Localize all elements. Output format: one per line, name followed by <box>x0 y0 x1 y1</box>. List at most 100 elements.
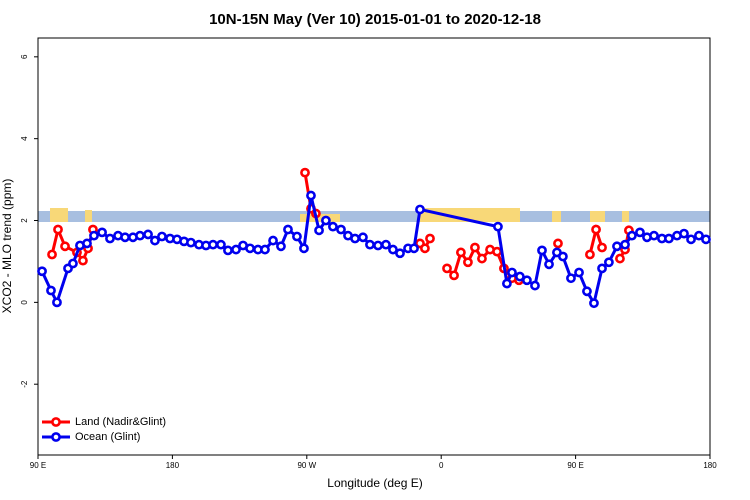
data-point <box>231 244 241 255</box>
x-tick-label: 180 <box>166 461 180 470</box>
data-point <box>381 239 391 250</box>
data-point <box>314 225 324 236</box>
data-point <box>388 244 398 255</box>
data-point <box>582 286 592 297</box>
legend-marker <box>51 417 61 427</box>
data-point <box>306 190 316 201</box>
data-point <box>157 231 167 242</box>
data-point <box>358 232 368 243</box>
data-point <box>514 271 525 282</box>
data-point <box>53 224 63 235</box>
data-point <box>150 235 160 246</box>
data-point <box>686 234 696 245</box>
band <box>38 211 710 222</box>
data-point <box>558 251 568 262</box>
chart-title: 10N-15N May (Ver 10) 2015-01-01 to 2020-… <box>209 11 541 28</box>
data-point <box>530 280 540 291</box>
data-point <box>522 275 532 286</box>
y-tick-label: 0 <box>20 300 29 305</box>
data-point <box>597 242 607 253</box>
data-point <box>585 249 595 260</box>
x-tick-label: 90 W <box>297 461 316 470</box>
data-point <box>591 224 601 235</box>
land-mask <box>50 208 68 222</box>
data-point <box>47 249 57 260</box>
data-point <box>283 224 293 235</box>
y-axis-label: XCO2 - MLO trend (ppm) <box>0 179 14 314</box>
data-point <box>597 263 607 274</box>
data-point <box>415 204 425 215</box>
x-axis-label: Longitude (deg E) <box>327 476 422 490</box>
data-point <box>507 267 517 278</box>
data-point <box>395 248 405 259</box>
data-point <box>615 253 625 264</box>
data-point <box>245 243 255 254</box>
data-point <box>470 242 480 253</box>
data-point <box>350 233 360 244</box>
land-mask <box>85 210 92 222</box>
data-point <box>553 238 563 249</box>
data-point <box>493 221 503 232</box>
data-point <box>589 298 599 309</box>
surface-band <box>38 208 710 222</box>
data-point <box>78 255 88 266</box>
x-tick-label: 0 <box>439 461 444 470</box>
legend-marker <box>51 432 61 442</box>
data-point <box>612 241 622 252</box>
data-point <box>216 239 226 250</box>
data-point <box>37 266 47 277</box>
data-point <box>679 228 689 239</box>
data-point <box>409 243 419 254</box>
data-point <box>477 253 487 264</box>
data-point <box>208 239 218 250</box>
data-point <box>365 239 375 250</box>
data-point <box>135 230 145 241</box>
data-point <box>664 233 674 244</box>
y-tick-label: -2 <box>20 380 29 388</box>
data-point <box>143 229 153 240</box>
data-point <box>52 297 62 308</box>
data-point <box>492 246 502 257</box>
legend-label: Land (Nadir&Glint) <box>75 416 166 428</box>
y-tick-label: 4 <box>20 136 29 141</box>
data-point <box>442 263 452 274</box>
data-point <box>537 245 547 256</box>
data-point <box>544 259 554 270</box>
legend-label: Ocean (Glint) <box>75 431 140 443</box>
data-point <box>292 231 302 242</box>
data-point <box>420 243 430 254</box>
data-point <box>260 244 270 255</box>
data-point <box>425 233 435 244</box>
y-tick-label: 2 <box>20 218 29 223</box>
land-mask <box>420 208 520 222</box>
data-point <box>60 241 70 252</box>
data-point <box>97 227 107 238</box>
x-tick-label: 90 E <box>567 461 583 470</box>
data-point <box>620 239 630 250</box>
data-point <box>449 270 459 281</box>
data-point <box>223 245 233 256</box>
data-point <box>463 257 473 268</box>
data-point <box>68 258 78 269</box>
data-point <box>566 273 576 284</box>
data-point <box>502 278 512 289</box>
data-point <box>701 234 711 245</box>
land-mask <box>622 211 629 222</box>
data-point <box>694 230 704 241</box>
data-point <box>456 247 466 258</box>
x-tick-label: 180 <box>703 461 717 470</box>
plot-frame <box>37 37 711 456</box>
data-point <box>82 238 92 249</box>
x-tick-label: 90 E <box>30 461 46 470</box>
data-point <box>604 257 614 268</box>
data-point <box>186 237 196 248</box>
data-point <box>336 224 346 235</box>
land-mask <box>552 211 561 222</box>
data-point <box>89 230 99 241</box>
data-point <box>373 240 383 251</box>
data-point <box>120 232 130 243</box>
data-point <box>649 230 659 241</box>
land-mask <box>300 214 340 222</box>
